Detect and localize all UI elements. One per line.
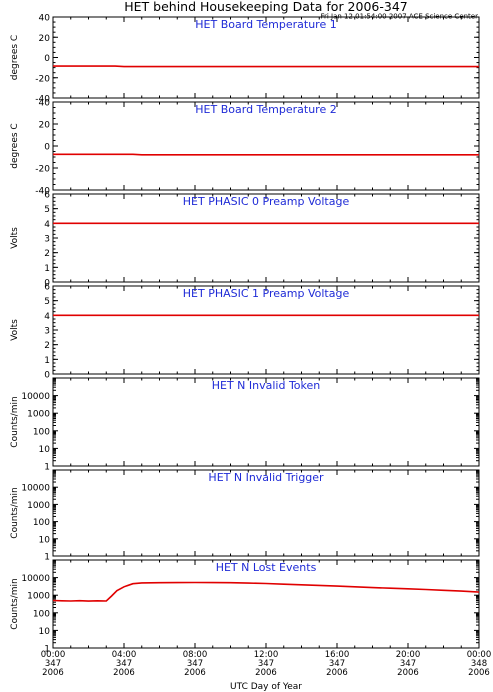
y-tick-label: 10 bbox=[39, 535, 51, 545]
x-tick-year: 2006 bbox=[397, 668, 419, 678]
y-tick-label: 100 bbox=[33, 609, 50, 619]
series-line bbox=[53, 65, 479, 68]
x-tick-doy: 347 bbox=[45, 659, 61, 669]
y-tick-label: -20 bbox=[35, 74, 50, 84]
x-tick-time: 16:00 bbox=[325, 650, 350, 660]
y-tick-label: 20 bbox=[39, 34, 51, 44]
y-tick-label: 100 bbox=[33, 518, 50, 528]
y-tick-label: 10 bbox=[39, 445, 51, 455]
y-tick-label: 0 bbox=[44, 143, 50, 153]
y-tick-label: 40 bbox=[39, 99, 51, 109]
panel-title: HET PHASIC 1 Preamp Voltage bbox=[183, 287, 350, 300]
panel-title: HET N Invalid Trigger bbox=[208, 471, 324, 484]
y-tick-label: 0 bbox=[44, 279, 50, 289]
x-tick-time: 12:00 bbox=[254, 650, 279, 660]
x-tick-time: 04:00 bbox=[112, 650, 137, 660]
panel-5: 10000 1000 100 10 1 Counts/min HET N Invalid T… bbox=[10, 377, 480, 473]
y-tick-label: 40 bbox=[39, 14, 51, 24]
y-axis-label: Counts/min bbox=[10, 487, 20, 538]
panel-2: 40 20 0 -20 -40 degrees C HET Board Temperatur… bbox=[10, 99, 480, 197]
x-tick-doy: 347 bbox=[258, 659, 274, 669]
x-tick-year: 2006 bbox=[184, 668, 206, 678]
y-tick-label: 0 bbox=[44, 371, 50, 381]
y-tick-label: 4 bbox=[44, 220, 50, 230]
panel-7: 10000 1000 100 10 1 Counts/min HET N Lost Even… bbox=[10, 559, 480, 655]
y-tick-label: 1 bbox=[44, 645, 50, 655]
y-axis-label: Counts/min bbox=[10, 396, 20, 447]
x-tick-time: 00:00 bbox=[41, 650, 66, 660]
panel-title: HET N Invalid Token bbox=[212, 379, 321, 392]
y-tick-label: -20 bbox=[35, 165, 50, 175]
y-tick-label: 10000 bbox=[21, 574, 50, 584]
panel-title: HET N Lost Events bbox=[216, 561, 317, 574]
y-tick-label: 6 bbox=[44, 191, 50, 201]
y-tick-label: 100 bbox=[33, 427, 50, 437]
y-axis-label: degrees C bbox=[10, 35, 20, 80]
y-tick-label: 4 bbox=[44, 312, 50, 322]
series-line bbox=[53, 153, 479, 156]
x-tick-time: 00:00 bbox=[467, 650, 492, 660]
y-tick-label: 10 bbox=[39, 627, 51, 637]
series-line bbox=[52, 581, 480, 602]
y-tick-label: 10000 bbox=[21, 484, 50, 494]
panel-title: HET PHASIC 0 Preamp Voltage bbox=[183, 195, 350, 208]
x-tick-doy: 347 bbox=[329, 659, 345, 669]
panel-1: 40 20 0 -20 -40 degrees C HET Board Temperatur… bbox=[10, 14, 480, 105]
y-tick-label: 3 bbox=[44, 327, 50, 337]
y-tick-label: 3 bbox=[44, 235, 50, 245]
panel-title: HET Board Temperature 2 bbox=[195, 103, 336, 116]
y-tick-label: 1 bbox=[44, 553, 50, 563]
y-tick-label: 1000 bbox=[27, 501, 50, 511]
y-tick-label: -40 bbox=[35, 187, 50, 197]
x-tick-doy: 348 bbox=[471, 659, 487, 669]
y-tick-label: 5 bbox=[44, 205, 50, 215]
y-tick-label: 1 bbox=[44, 463, 50, 473]
x-tick-year: 2006 bbox=[468, 668, 490, 678]
y-tick-label: 6 bbox=[44, 283, 50, 293]
x-tick-doy: 347 bbox=[187, 659, 203, 669]
panel-title: HET Board Temperature 1 bbox=[195, 18, 336, 31]
y-tick-label: 1 bbox=[44, 356, 50, 366]
x-tick-time: 08:00 bbox=[183, 650, 208, 660]
y-tick-label: 5 bbox=[44, 297, 50, 307]
y-tick-label: 20 bbox=[39, 121, 51, 131]
y-tick-label: 2 bbox=[44, 341, 50, 351]
y-axis-label: Volts bbox=[10, 319, 20, 341]
x-tick-year: 2006 bbox=[113, 668, 135, 678]
y-axis-label: Counts/min bbox=[10, 578, 20, 629]
x-tick-time: 20:00 bbox=[396, 650, 421, 660]
y-axis-label: Volts bbox=[10, 227, 20, 249]
x-tick-doy: 347 bbox=[400, 659, 416, 669]
x-axis-label: UTC Day of Year bbox=[230, 682, 302, 692]
panel-6: 10000 1000 100 10 1 Counts/min HET N Invalid T… bbox=[10, 469, 480, 563]
x-tick-doy: 347 bbox=[116, 659, 132, 669]
x-axis: 00:00347200604:00347200608:00347200612:0… bbox=[41, 650, 492, 678]
y-axis-label: degrees C bbox=[10, 123, 20, 168]
y-tick-label: 1000 bbox=[27, 410, 50, 420]
y-tick-label: 1 bbox=[44, 264, 50, 274]
x-tick-year: 2006 bbox=[326, 668, 348, 678]
y-tick-label: -40 bbox=[35, 95, 50, 105]
x-tick-year: 2006 bbox=[255, 668, 277, 678]
y-tick-label: 2 bbox=[44, 249, 50, 259]
figure-title: HET behind Housekeeping Data for 2006-34… bbox=[124, 0, 408, 14]
x-tick-year: 2006 bbox=[42, 668, 64, 678]
y-tick-label: 1000 bbox=[27, 592, 50, 602]
panel-3: 6 5 4 3 2 1 0 Volts HET PHASIC 0 Preamp Voltage bbox=[10, 191, 480, 289]
y-tick-label: 0 bbox=[44, 54, 50, 64]
panel-4: 6 5 4 3 2 1 0 Volts HET PHASIC 1 Preamp Voltage bbox=[10, 283, 480, 381]
y-tick-label: 10000 bbox=[21, 392, 50, 402]
